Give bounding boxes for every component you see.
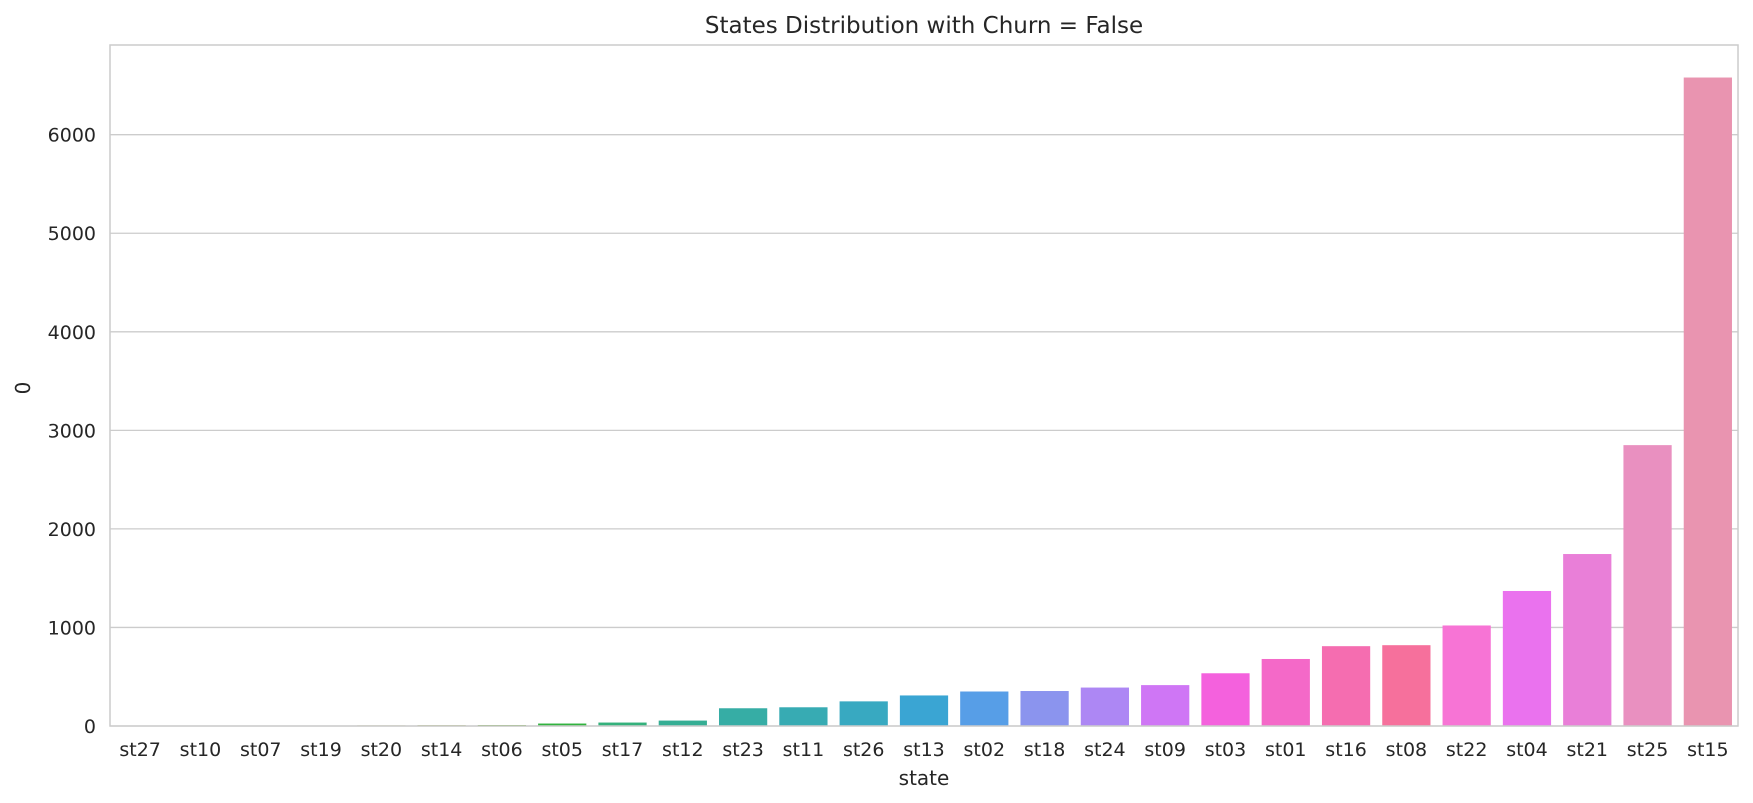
x-tick-label: st14 bbox=[421, 739, 463, 761]
chart-title: States Distribution with Churn = False bbox=[705, 13, 1143, 39]
bars bbox=[116, 77, 1732, 726]
x-tick-label: st12 bbox=[662, 739, 704, 761]
bar-st22 bbox=[1442, 625, 1491, 726]
x-tick-label: st16 bbox=[1325, 739, 1367, 761]
x-tick-label: st02 bbox=[964, 739, 1006, 761]
bar-st13 bbox=[899, 695, 949, 726]
x-tick-label: st19 bbox=[300, 739, 342, 761]
x-tick-label: st20 bbox=[361, 739, 403, 761]
x-tick-label: st18 bbox=[1024, 739, 1066, 761]
x-tick-label: st24 bbox=[1084, 739, 1126, 761]
x-tick-label: st01 bbox=[1265, 739, 1307, 761]
y-tick-label: 4000 bbox=[48, 322, 96, 344]
x-tick-label: st26 bbox=[843, 739, 885, 761]
bar-st03 bbox=[1201, 673, 1250, 726]
x-tick-label: st05 bbox=[541, 739, 583, 761]
bar-st26 bbox=[839, 701, 888, 726]
x-tick-label: st22 bbox=[1446, 739, 1488, 761]
x-tick-label: st13 bbox=[903, 739, 945, 761]
x-tick-label: st11 bbox=[783, 739, 825, 761]
y-tick-label: 6000 bbox=[48, 125, 96, 147]
bar-st17 bbox=[598, 722, 647, 726]
bar-st16 bbox=[1321, 646, 1371, 726]
y-tick-label: 2000 bbox=[48, 519, 96, 541]
y-tick-label: 5000 bbox=[48, 223, 96, 245]
bar-st09 bbox=[1141, 685, 1190, 726]
bar-st11 bbox=[779, 707, 828, 726]
bar-st08 bbox=[1382, 645, 1431, 726]
x-tick-label: st03 bbox=[1205, 739, 1247, 761]
bar-st04 bbox=[1502, 590, 1552, 726]
bar-st02 bbox=[960, 691, 1009, 726]
bar-st25 bbox=[1623, 445, 1672, 726]
x-tick-label: st09 bbox=[1144, 739, 1186, 761]
x-tick-label: st27 bbox=[119, 739, 161, 761]
x-tick-label: st07 bbox=[240, 739, 282, 761]
y-tick-label: 1000 bbox=[48, 617, 96, 639]
bar-st18 bbox=[1020, 691, 1069, 726]
y-tick-labels: 0 1000 2000 3000 4000 5000 6000 bbox=[48, 125, 96, 738]
x-tick-label: st23 bbox=[722, 739, 764, 761]
y-tick-label: 0 bbox=[84, 716, 96, 738]
bar-st12 bbox=[658, 720, 707, 726]
plot-frame bbox=[109, 44, 1739, 727]
y-tick-label: 3000 bbox=[48, 420, 96, 442]
x-tick-label: st10 bbox=[180, 739, 222, 761]
bar-st01 bbox=[1261, 658, 1310, 726]
gridlines bbox=[110, 134, 1738, 727]
x-tick-label: st08 bbox=[1386, 739, 1428, 761]
bar-st15 bbox=[1683, 77, 1732, 726]
x-tick-label: st17 bbox=[602, 739, 644, 761]
bar-st21 bbox=[1563, 554, 1612, 726]
x-tick-label: st15 bbox=[1687, 739, 1729, 761]
y-axis-label: 0 bbox=[11, 382, 35, 395]
bar-st05 bbox=[538, 723, 587, 726]
bar-st23 bbox=[718, 708, 768, 726]
bar-st24 bbox=[1080, 687, 1130, 726]
x-tick-label: st25 bbox=[1627, 739, 1669, 761]
x-tick-label: st04 bbox=[1506, 739, 1548, 761]
x-tick-label: st06 bbox=[481, 739, 523, 761]
x-axis-label: state bbox=[899, 766, 950, 790]
x-tick-labels: st27 st10 st07 st19 st20 st14 st06 st05 st17 st12… bbox=[119, 739, 1728, 761]
x-tick-label: st21 bbox=[1566, 739, 1608, 761]
